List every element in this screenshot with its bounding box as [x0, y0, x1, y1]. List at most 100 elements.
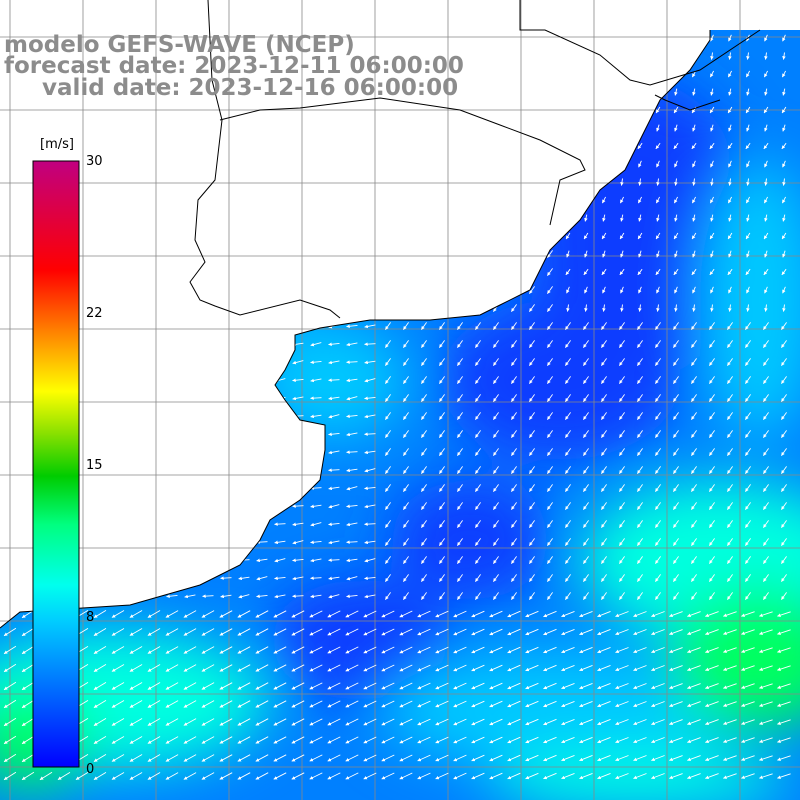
wind-arrow	[638, 160, 642, 168]
wind-arrow	[346, 432, 358, 437]
wind-arrow	[619, 574, 625, 582]
wind-arrow	[547, 286, 553, 294]
wind-arrow	[220, 594, 232, 599]
wind-arrow	[673, 268, 679, 276]
wind-arrow	[673, 412, 679, 420]
wind-arrow	[781, 538, 787, 546]
wind-arrow	[584, 304, 588, 312]
wind-arrow	[620, 250, 624, 258]
wind-arrow	[475, 520, 481, 528]
wind-arrow	[475, 322, 481, 330]
wind-arrow	[745, 358, 751, 366]
wind-arrow	[292, 576, 304, 581]
wind-arrow	[674, 286, 678, 294]
wind-arrow	[547, 484, 553, 492]
wind-arrow	[403, 412, 409, 420]
wind-arrow	[781, 340, 787, 348]
wind-arrow	[656, 214, 660, 222]
wind-arrow	[637, 394, 643, 402]
wind-arrow	[457, 538, 463, 546]
wind-arrow	[691, 232, 697, 240]
wind-arrow	[763, 538, 769, 546]
wind-arrow	[385, 394, 391, 402]
wind-arrow	[745, 430, 751, 438]
wind-arrow	[691, 322, 697, 330]
wind-arrow	[745, 448, 751, 456]
wind-arrow	[291, 628, 305, 636]
wind-arrow	[673, 376, 679, 384]
wind-arrow	[421, 376, 427, 384]
wind-arrow	[781, 430, 787, 438]
wind-arrow	[655, 556, 661, 564]
wind-arrow	[439, 430, 445, 438]
wind-arrow	[728, 214, 732, 222]
wind-arrow	[673, 466, 679, 474]
wind-arrow	[710, 34, 714, 42]
wind-arrow	[763, 592, 769, 600]
wind-arrow	[364, 414, 376, 419]
wind-arrow	[310, 378, 322, 383]
wind-arrow	[345, 610, 359, 618]
wind-arrow	[547, 268, 553, 276]
wind-arrow	[529, 286, 535, 294]
wind-arrow	[692, 196, 696, 204]
wind-arrow	[475, 340, 481, 348]
wind-arrow	[709, 502, 715, 510]
wind-arrow	[543, 628, 557, 636]
wind-arrow	[674, 178, 678, 186]
wind-arrow	[710, 196, 714, 204]
wind-arrow	[691, 376, 697, 384]
wind-arrow	[310, 360, 322, 365]
wind-arrow	[583, 268, 589, 276]
wind-arrow	[292, 594, 304, 598]
wind-arrow	[238, 576, 250, 581]
wind-arrow	[529, 520, 535, 528]
wind-arrow	[345, 646, 359, 654]
wind-arrow	[584, 250, 588, 258]
wind-arrow	[328, 504, 340, 509]
wind-arrow	[529, 304, 535, 312]
wind-arrow	[439, 412, 445, 420]
wind-arrow	[638, 178, 642, 186]
wind-arrow	[728, 304, 732, 312]
wind-arrow	[763, 376, 769, 384]
wind-arrow	[745, 394, 751, 402]
wind-arrow	[274, 576, 286, 581]
wind-arrow	[602, 214, 606, 222]
wind-arrow	[507, 610, 521, 618]
wind-arrow	[385, 376, 391, 384]
wind-arrow	[619, 592, 625, 600]
wind-arrow	[475, 538, 481, 546]
wind-arrow	[601, 322, 607, 330]
wind-arrow	[417, 628, 431, 636]
wind-arrow	[364, 324, 376, 329]
wind-arrow	[764, 178, 768, 186]
wind-arrow	[417, 646, 431, 654]
wind-arrow	[364, 450, 376, 455]
wind-arrow	[727, 412, 733, 420]
wind-arrow	[147, 628, 161, 636]
wind-arrow	[364, 396, 376, 401]
wind-arrow	[601, 556, 607, 564]
wind-arrow	[655, 430, 661, 438]
wind-arrow	[565, 394, 571, 402]
wind-arrow	[385, 484, 391, 492]
wind-arrow	[566, 286, 570, 294]
wind-arrow	[674, 124, 678, 132]
wind-arrow	[727, 376, 733, 384]
wind-arrow	[709, 466, 715, 474]
wind-arrow	[655, 592, 661, 600]
wind-arrow	[201, 628, 215, 636]
wind-arrow	[292, 360, 304, 365]
wind-arrow	[691, 358, 697, 366]
colorbar-unit: [m/s]	[40, 137, 74, 152]
wind-arrow	[327, 610, 341, 618]
wind-arrow	[421, 592, 427, 600]
wind-arrow	[565, 232, 571, 240]
wind-arrow	[421, 448, 427, 456]
wind-arrow	[637, 574, 643, 582]
wind-arrow	[493, 520, 499, 528]
wind-arrow	[346, 378, 358, 383]
wind-arrow	[346, 360, 358, 364]
wind-arrow	[363, 610, 377, 618]
